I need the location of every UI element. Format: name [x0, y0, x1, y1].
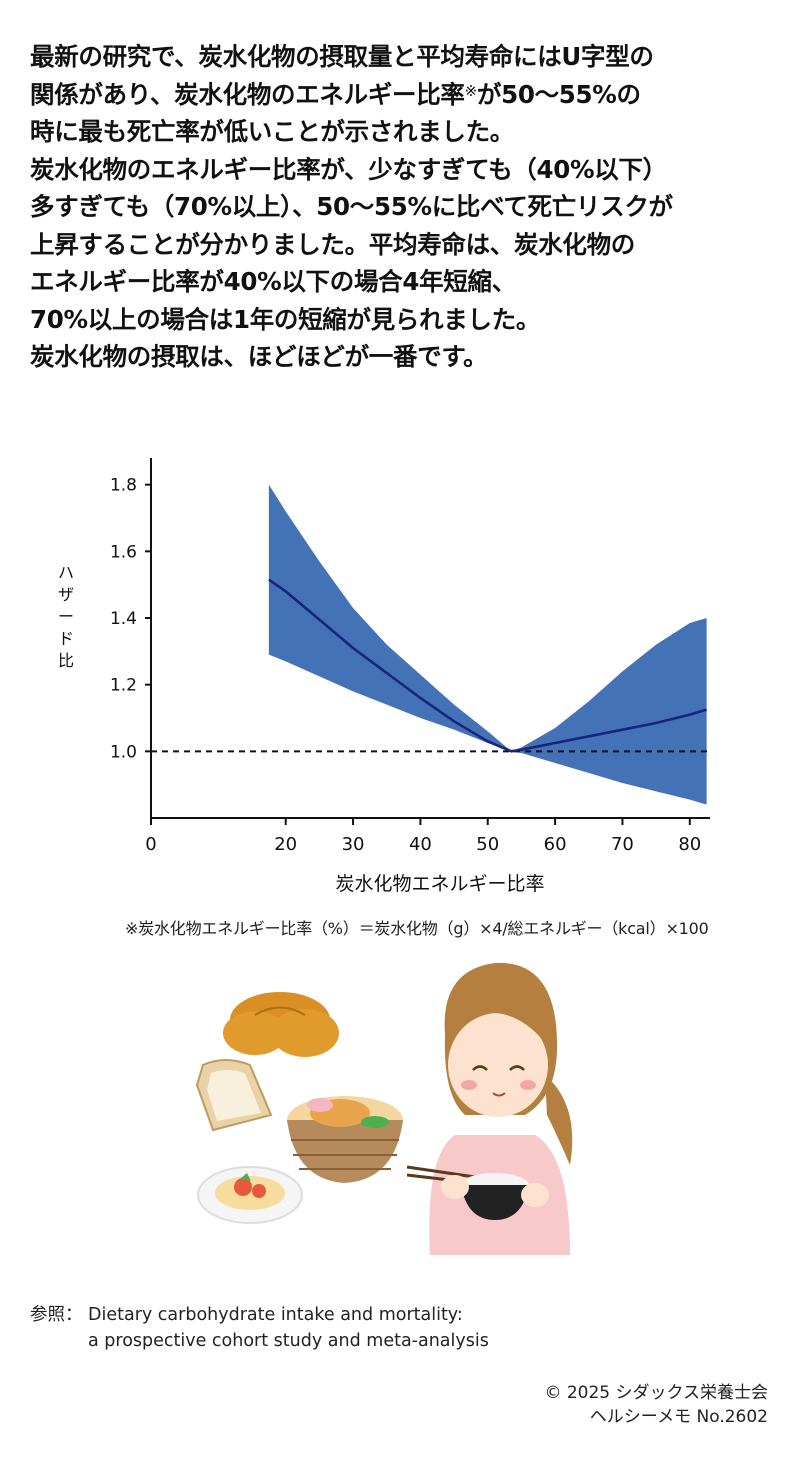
intro-line: 時に最も死亡率が低いことが示されました。 — [30, 117, 514, 146]
intro-line: 70%以上の場合は1年の短縮が見られました。 — [30, 304, 541, 334]
intro-line: 多すぎても（70%以上）、50〜55%に比べて死亡リスクが — [30, 192, 673, 221]
series-line — [268, 578, 708, 753]
x-tick-label: 60 — [544, 834, 567, 855]
croissant-icon — [223, 992, 339, 1057]
y-tick-label: 1.6 — [110, 542, 137, 562]
intro-line: 炭水化物の摂取は、ほどほどが一番です。 — [30, 342, 488, 371]
footnote-mark: ※ — [464, 81, 478, 100]
x-tick-label: 50 — [476, 834, 499, 855]
reference-line2: a prospective cohort study and meta-anal… — [88, 1331, 489, 1351]
x-tick-label: 20 — [274, 834, 297, 855]
intro-line-part: が50〜55%の — [476, 79, 641, 109]
pasta-plate-icon — [197, 1166, 303, 1224]
illustration — [195, 962, 573, 1255]
x-tick-label: 70 — [611, 834, 634, 855]
y-tick-label: 1.0 — [110, 742, 137, 762]
reference-line1: Dietary carbohydrate intake and mortalit… — [88, 1305, 463, 1325]
intro-line: 炭水化物のエネルギー比率が、少なすぎても（40%以下） — [30, 154, 667, 184]
y-tick-label: 1.8 — [110, 476, 137, 496]
x-tick-label: 40 — [409, 834, 432, 855]
y-tick-label: 1.2 — [110, 676, 137, 696]
reference: 参照： Dietary carbohydrate intake and mort… — [30, 1302, 489, 1354]
hazard-ratio-chart: 1.0 1.2 1.4 1.6 1.8 0 20 30 40 50 60 70 80 ハザード比 炭水… — [58, 458, 710, 895]
x-ticks: 0 20 30 40 50 60 70 80 — [145, 818, 701, 855]
reference-label: 参照： — [30, 1305, 83, 1325]
reference-row: 参照： Dietary carbohydrate intake and mort… — [30, 1302, 489, 1328]
y-tick-label: 1.4 — [110, 609, 137, 629]
x-axis-label: 炭水化物エネルギー比率 — [335, 873, 544, 895]
x-tick-label: 80 — [678, 834, 701, 855]
intro-text: 最新の研究で、炭水化物の摂取量と平均寿命にはU字型の 関係があり、炭水化物のエネ… — [30, 38, 780, 376]
intro-line-part: 関係があり、炭水化物のエネルギー比率 — [30, 79, 465, 109]
intro-line: 関係があり、炭水化物のエネルギー比率※が50〜55%の — [30, 76, 780, 114]
intro-line: 最新の研究で、炭水化物の摂取量と平均寿命にはU字型の — [30, 42, 654, 71]
intro-line: エネルギー比率が40%以下の場合4年短縮、 — [30, 267, 516, 296]
udon-bowl-icon — [287, 1096, 403, 1183]
series-number: ヘルシーメモ No.2602 — [589, 1407, 768, 1427]
formula-note: ※炭水化物エネルギー比率（%）＝炭水化物（g）×4/総エネルギー（kcal）×1… — [125, 919, 709, 938]
y-axis-label: ハザード比 — [58, 563, 74, 670]
intro-line: 上昇することが分かりました。平均寿命は、炭水化物の — [30, 229, 635, 259]
x-tick-label: 0 — [145, 834, 156, 855]
girl-eating-icon — [406, 962, 573, 1255]
footer: © 2025 シダックス栄養士会 ヘルシーメモ No.2602 — [544, 1381, 768, 1429]
x-tick-label: 30 — [342, 834, 365, 855]
y-ticks: 1.0 1.2 1.4 1.6 1.8 — [110, 476, 151, 762]
confidence-band — [268, 484, 707, 805]
bread-slice-icon — [195, 1059, 273, 1132]
copyright: © 2025 シダックス栄養士会 — [544, 1383, 768, 1403]
